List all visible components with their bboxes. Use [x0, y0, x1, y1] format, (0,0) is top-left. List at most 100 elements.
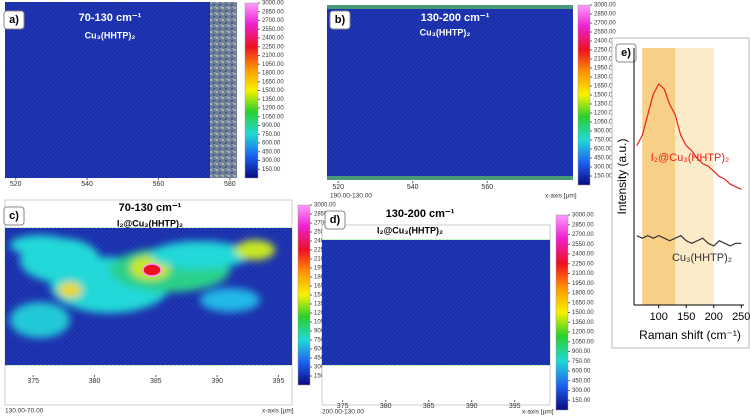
- shaded-region: [675, 48, 714, 305]
- colorbar-tick-label: 2400.00: [572, 252, 594, 258]
- colorbar-tick-label: 1650.00: [594, 84, 616, 90]
- colorbar-tick-label: 300.00: [262, 158, 281, 164]
- colorbar-tick-label: 1500.00: [262, 88, 284, 94]
- map-sample: I₂@Cu₃(HHTP)₂: [377, 225, 443, 235]
- colorbar-tick-label: 3000.00: [594, 3, 616, 9]
- colorbar-tick-label: 1050.00: [262, 114, 284, 120]
- x-tick-label: 520: [10, 181, 22, 188]
- intensity-blob: [10, 235, 70, 255]
- colorbar-tick-label: 450.00: [594, 156, 613, 162]
- range-label: 200.00-130.00: [322, 409, 364, 416]
- colorbar-tick-label: 1800.00: [594, 75, 616, 81]
- colorbar: [555, 214, 569, 411]
- colorbar-tick-label: 2100.00: [594, 57, 616, 63]
- intensity-blob: [58, 282, 82, 298]
- colorbar: [297, 204, 311, 386]
- map-sample: Cu₃(HHTP)₂: [85, 30, 136, 40]
- spectrum-line: [636, 83, 742, 190]
- colorbar-tick-label: 2700.00: [262, 18, 284, 24]
- raman-map: [322, 240, 550, 365]
- panel-label: e): [621, 47, 631, 59]
- intensity-blobs: [10, 235, 275, 338]
- range-label: 130.00-70.00: [5, 408, 44, 415]
- colorbar-tick-label: 150.00: [594, 174, 613, 180]
- range-label: 190.00-130.00: [330, 193, 372, 200]
- colorbar-tick-label: 900.00: [262, 123, 281, 129]
- x-tick-label: 540: [81, 181, 93, 188]
- colorbar-tick-label: 3000.00: [314, 203, 336, 209]
- x-tick-label: 380: [89, 378, 101, 385]
- colorbar-tick-label: 1200.00: [572, 330, 594, 336]
- colorbar-tick-label: 2850.00: [262, 9, 284, 15]
- map-title: 130-200 cm⁻¹: [386, 208, 455, 220]
- raman-map: [327, 5, 573, 180]
- map-title: 130-200 cm⁻¹: [421, 12, 490, 24]
- intensity-hotspot: [142, 263, 162, 277]
- colorbar-tick-label: 1500.00: [572, 310, 594, 316]
- series-label: I₂@Cu₃(HHTP)₂: [651, 152, 730, 164]
- x-tick-label: 390: [211, 378, 223, 385]
- x-tick-label: 395: [509, 403, 521, 410]
- colorbar-tick-label: 750.00: [262, 132, 281, 138]
- colorbar-tick-label: 750.00: [594, 138, 613, 144]
- x-axis-label: x-axis [µm]: [545, 193, 577, 200]
- raman-map: [5, 2, 237, 178]
- shaded-region: [642, 48, 676, 305]
- intensity-blob: [150, 241, 250, 269]
- x-tick-label: 375: [27, 378, 39, 385]
- panel-label: d): [330, 214, 341, 226]
- colorbar-tick-label: 1950.00: [262, 62, 284, 68]
- colorbar-tick-label: 1500.00: [594, 93, 616, 99]
- intensity-blob: [235, 240, 275, 260]
- colorbar-tick-label: 2400.00: [594, 39, 616, 45]
- panel-label: b): [335, 14, 346, 26]
- x-axis-label: x-axis [µm]: [262, 408, 294, 415]
- colorbar-tick-label: 2550.00: [572, 242, 594, 248]
- spectrum-line: [636, 234, 742, 247]
- x-tick-label: 560: [153, 181, 165, 188]
- colorbar-tick-label: 2250.00: [572, 261, 594, 267]
- colorbar-tick-label: 750.00: [572, 359, 591, 365]
- panel-label-box: [615, 43, 637, 63]
- x-tick-label: 380: [380, 403, 392, 410]
- series-label: Cu₃(HHTP)₂: [672, 252, 732, 264]
- panel-label-box: [329, 10, 351, 30]
- x-tick-label: 385: [150, 378, 162, 385]
- x-tick-label: 100: [650, 311, 668, 323]
- colorbar-tick-label: 450.00: [572, 378, 591, 384]
- intensity-blob: [200, 288, 260, 312]
- intensity-blob: [10, 302, 70, 338]
- colorbar-tick-label: 2250.00: [594, 48, 616, 54]
- map-sample: Cu₃(HHTP)₂: [420, 27, 471, 37]
- colorbar-tick-label: 1650.00: [262, 79, 284, 85]
- x-tick-label: 390: [466, 403, 478, 410]
- colorbar: [577, 4, 591, 186]
- colorbar-tick-label: 2700.00: [572, 232, 594, 238]
- colorbar-tick-label: 2850.00: [594, 12, 616, 18]
- colorbar-tick-label: 2100.00: [262, 53, 284, 59]
- x-tick-label: 580: [224, 181, 236, 188]
- panel-label-box: [3, 10, 25, 30]
- colorbar-tick-label: 1050.00: [572, 339, 594, 345]
- colorbar-tick-label: 1950.00: [594, 66, 616, 72]
- x-axis-label: x-axis [µm]: [522, 409, 554, 416]
- x-tick-label: 200: [705, 311, 723, 323]
- x-tick-label: 560: [481, 184, 493, 191]
- map-edge: [327, 176, 573, 180]
- colorbar-tick-label: 300.00: [572, 388, 591, 394]
- x-tick-label: 520: [332, 184, 344, 191]
- panel-label-box: [3, 206, 25, 226]
- colorbar-tick-label: 2250.00: [262, 44, 284, 50]
- colorbar-tick-label: 1200.00: [262, 106, 284, 112]
- x-tick-label: 375: [337, 403, 349, 410]
- colorbar-tick-label: 2400.00: [262, 36, 284, 42]
- colorbar-tick-label: 900.00: [594, 129, 613, 135]
- colorbar-tick-label: 1800.00: [262, 71, 284, 77]
- x-tick-label: 250: [732, 311, 750, 323]
- x-tick-label: 150: [677, 311, 695, 323]
- colorbar-tick-label: 2700.00: [594, 21, 616, 27]
- map-edge: [327, 5, 573, 9]
- colorbar-tick-label: 1350.00: [572, 320, 594, 326]
- colorbar-tick-label: 3000.00: [262, 1, 284, 7]
